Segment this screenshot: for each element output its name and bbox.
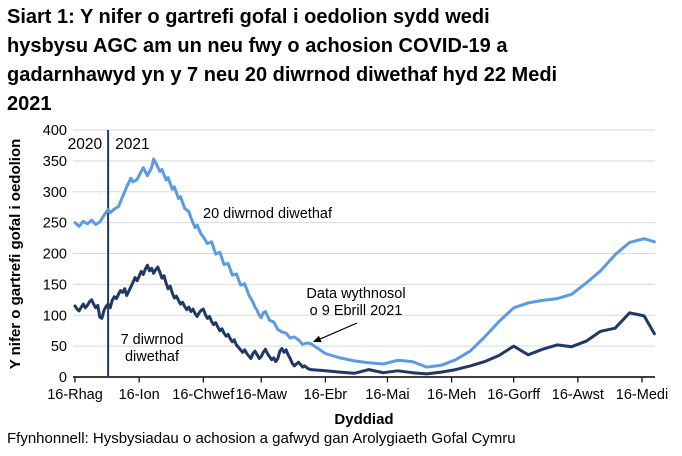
y-tick-label: 200 — [43, 247, 67, 263]
year-label-2021: 2021 — [115, 136, 149, 153]
y-tick-label: 350 — [43, 154, 67, 170]
x-tick-label: 16-Gorff — [487, 387, 541, 403]
y-tick-label: 100 — [43, 308, 67, 324]
x-tick-label: 16-Meh — [427, 387, 476, 403]
series-label-20-day: 20 diwrnod diwethaf — [203, 206, 333, 222]
x-tick-label: 16-Mai — [365, 387, 409, 403]
x-tick-label: 16-Maw — [235, 387, 287, 403]
annotation-arrow — [312, 322, 358, 343]
y-tick-label: 400 — [43, 123, 67, 139]
source-note: Ffynhonnell: Hysbysiadau o achosion a ga… — [7, 430, 516, 447]
year-label-2020: 2020 — [68, 136, 103, 153]
annotation-line1: Data wythnosol — [306, 286, 405, 302]
series-line-7-day — [73, 263, 656, 376]
annotation-line2: o 9 Ebrill 2021 — [310, 303, 403, 319]
y-tick-label: 300 — [43, 185, 67, 201]
series-line-20-day — [73, 157, 656, 369]
y-tick-label: 250 — [43, 216, 67, 232]
y-tick-label: 50 — [51, 339, 67, 355]
y-tick-label: 150 — [43, 277, 67, 293]
chart-title-line-2: hysbysu AGC am un neu fwy o achosion COV… — [7, 35, 508, 57]
x-axis-title: Dyddiad — [334, 411, 393, 428]
series-label-7-day-line1: 7 diwrnod — [121, 332, 184, 348]
x-tick-label: 16-Medi — [616, 387, 668, 403]
y-axis-title: Y nifer o gartrefi gofal i oedolion — [7, 139, 24, 370]
x-tick-label: 16-Ion — [119, 387, 160, 403]
x-tick-label: 16-Ebr — [304, 387, 348, 403]
chart-title-line-1: Siart 1: Y nifer o gartrefi gofal i oedo… — [7, 6, 490, 28]
x-tick-label: 16-Chwef — [172, 387, 235, 403]
chart-title: Siart 1: Y nifer o gartrefi gofal i oedo… — [7, 3, 679, 119]
chart-title-line-3: gadarnhawyd yn y 7 neu 20 diwrnod diweth… — [7, 64, 558, 86]
chart-title-line-4: 2021 — [7, 93, 52, 115]
x-tick-label: 16-Rhag — [47, 387, 103, 403]
series-label-7-day-line2: diwethaf — [125, 349, 180, 365]
x-tick-label: 16-Awst — [552, 387, 604, 403]
y-tick-label: 0 — [59, 370, 67, 386]
